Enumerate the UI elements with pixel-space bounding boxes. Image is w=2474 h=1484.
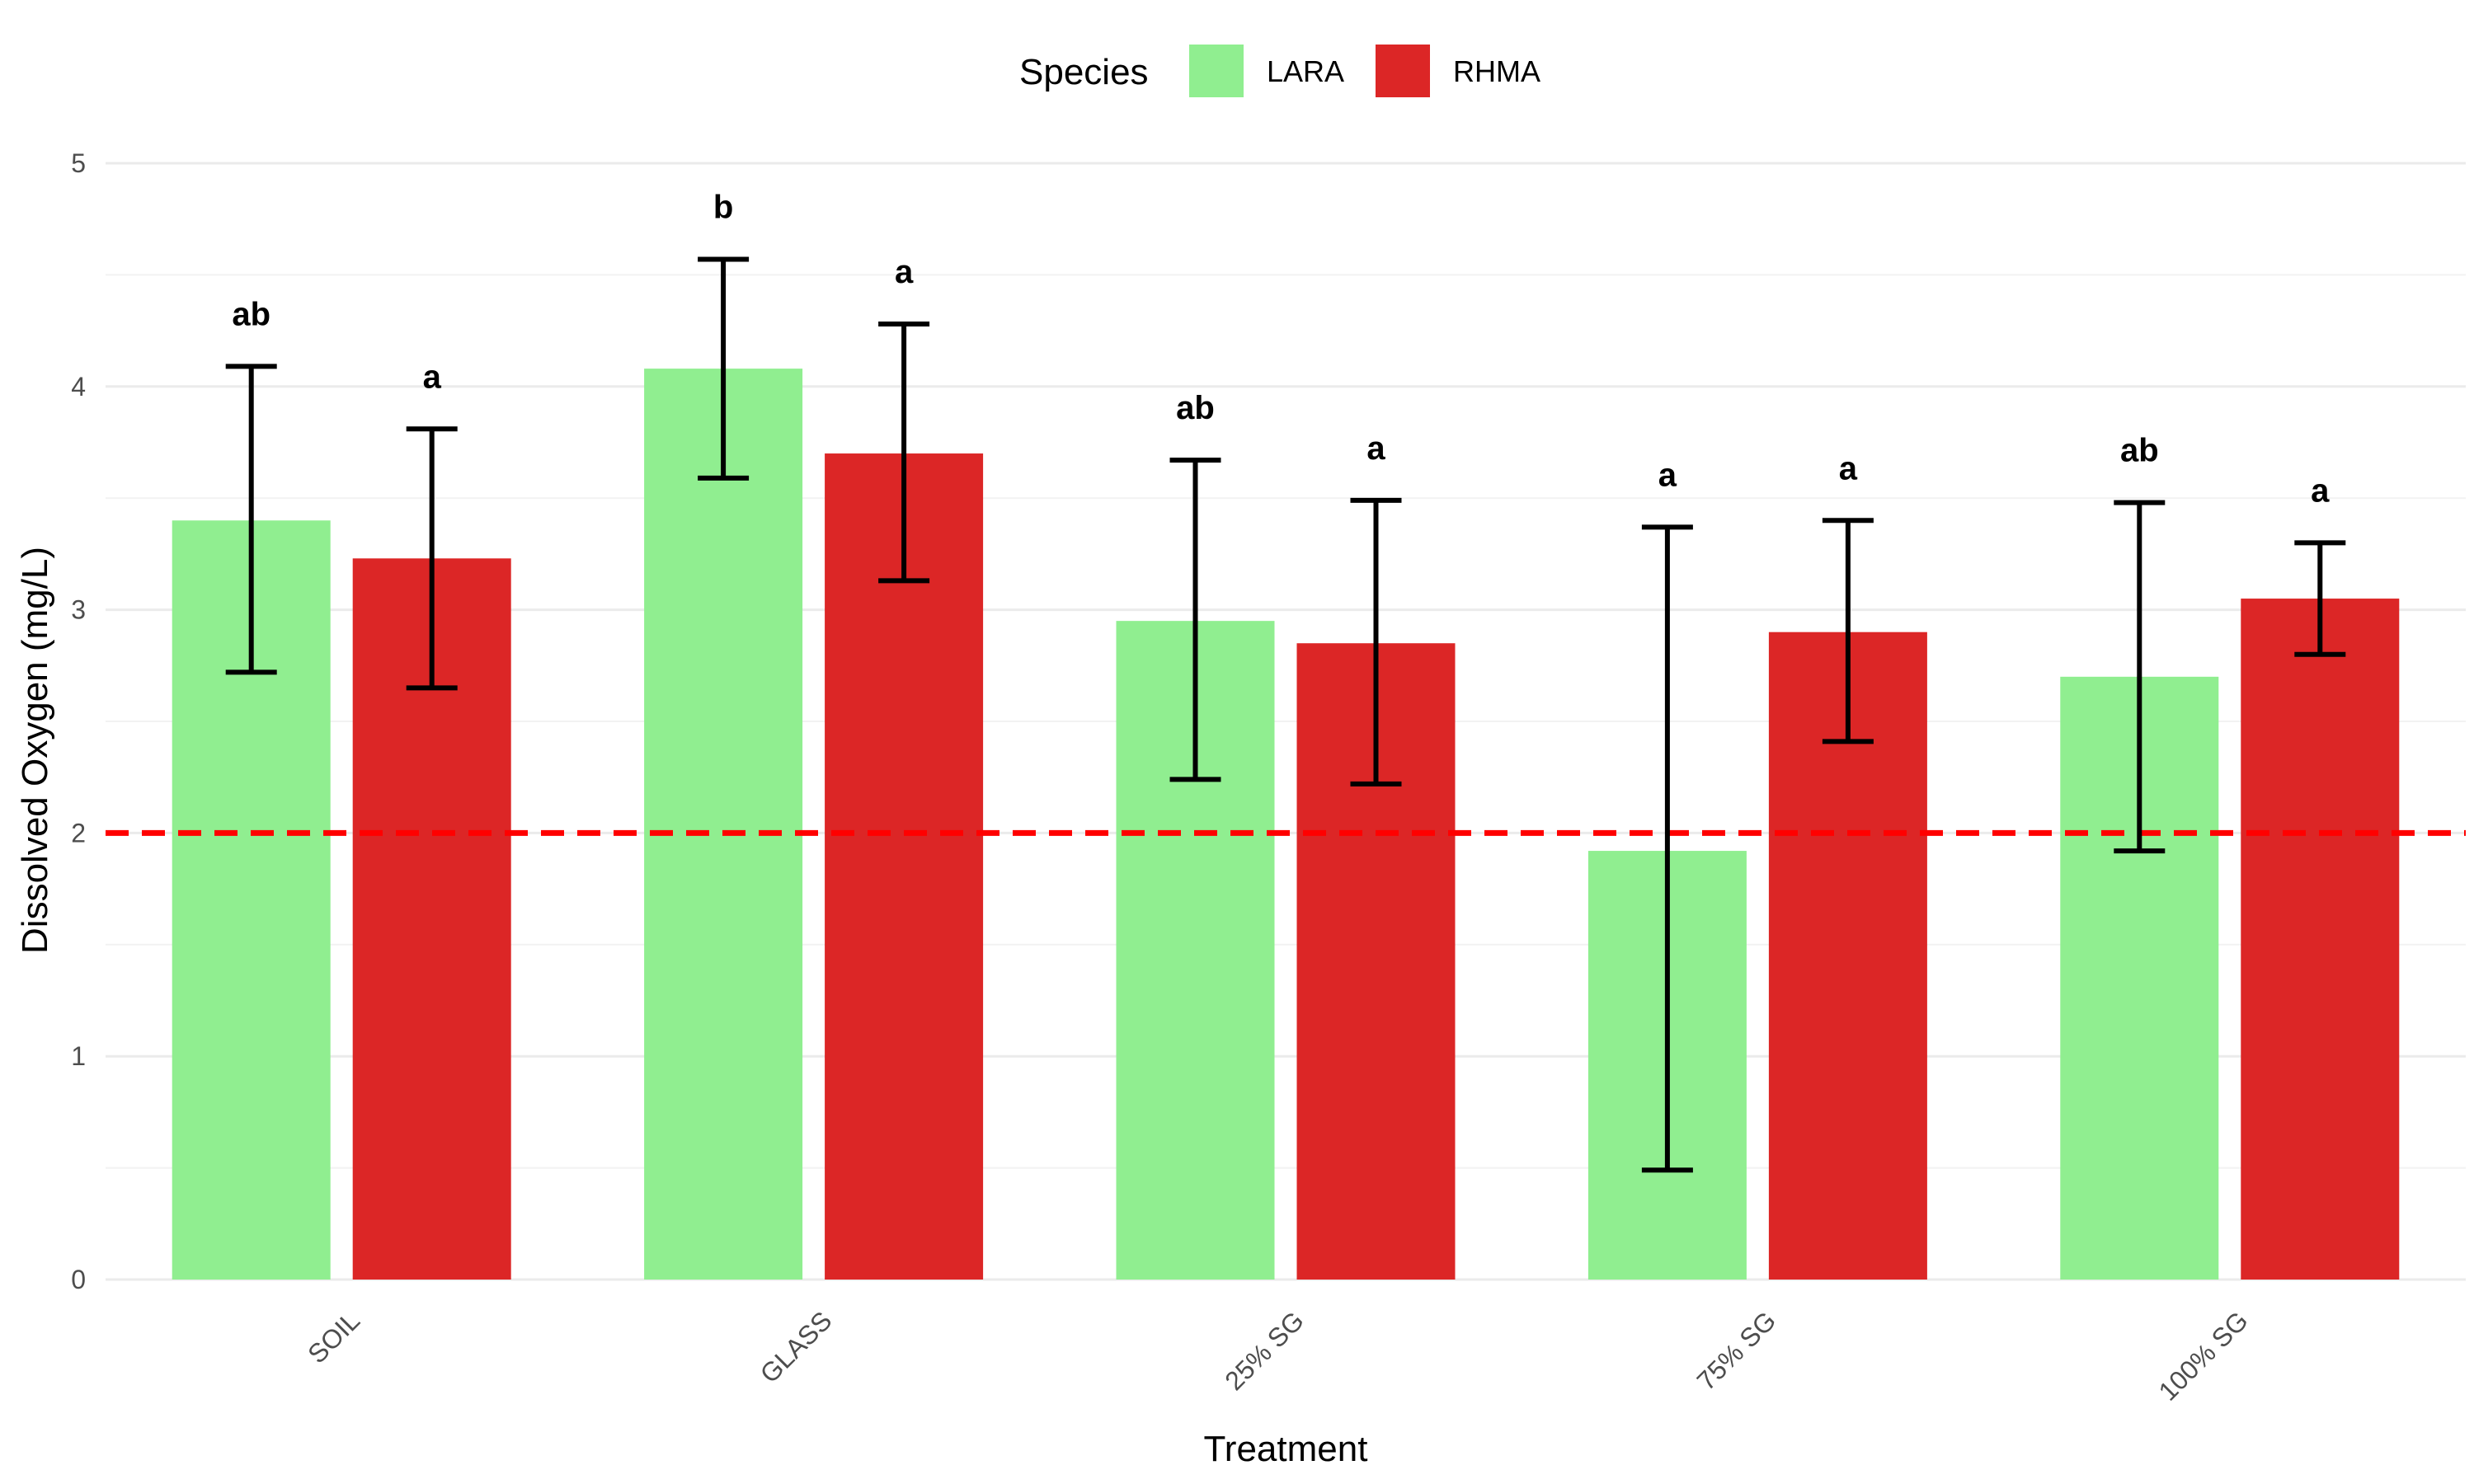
bar-rhma <box>2241 599 2400 1280</box>
legend-label-lara: LARA <box>1267 54 1344 88</box>
significance-label: a <box>2311 472 2330 509</box>
y-tick-label: 0 <box>71 1265 86 1294</box>
significance-label: b <box>713 189 733 225</box>
y-tick-label: 3 <box>71 595 86 625</box>
y-tick-label: 4 <box>71 372 86 402</box>
error-bar-lara <box>1641 524 1693 1173</box>
error-bar-rhma <box>406 426 458 691</box>
significance-labels: ab b ab a ab a a a a a <box>232 189 2330 509</box>
legend-title: Species <box>1019 52 1149 92</box>
error-bar-rhma <box>1822 518 1874 744</box>
y-tick-label: 1 <box>71 1041 86 1071</box>
error-bar-lara <box>2114 500 2166 854</box>
y-tick-label: 2 <box>71 818 86 848</box>
legend: Species LARA RHMA <box>1019 45 1540 97</box>
bar-rhma <box>825 453 984 1280</box>
bar-lara <box>644 369 803 1280</box>
significance-label: ab <box>2120 433 2159 469</box>
significance-label: a <box>1839 450 1858 486</box>
error-bar-lara <box>225 364 277 675</box>
error-bar-rhma <box>878 321 930 584</box>
y-axis-ticks: 0 1 2 3 4 5 <box>71 148 86 1294</box>
x-axis-title: Treatment <box>1204 1429 1368 1469</box>
error-bar-rhma <box>2294 540 2346 657</box>
y-tick-label: 5 <box>71 148 86 178</box>
y-axis-title: Dissolved Oxygen (mg/L) <box>15 547 55 954</box>
error-bars <box>225 256 2346 1173</box>
x-tick-label: GLASS <box>755 1305 838 1388</box>
legend-label-rhma: RHMA <box>1453 54 1540 88</box>
significance-label: ab <box>1176 390 1215 426</box>
significance-label: a <box>895 254 914 290</box>
error-bar-rhma <box>1350 497 1402 787</box>
error-bar-lara <box>1169 458 1221 782</box>
x-tick-label: 25% SG <box>1219 1305 1310 1396</box>
significance-label: a <box>1658 457 1677 493</box>
x-axis-ticks: SOIL GLASS 25% SG 75% SG 100% SG <box>302 1305 2254 1406</box>
legend-swatch-rhma <box>1376 45 1430 97</box>
x-tick-label: 75% SG <box>1691 1305 1782 1396</box>
x-tick-label: SOIL <box>302 1305 365 1369</box>
bars <box>172 369 2400 1280</box>
significance-label: ab <box>232 296 270 332</box>
x-tick-label: 100% SG <box>2152 1305 2253 1406</box>
legend-swatch-lara <box>1189 45 1244 97</box>
significance-label: a <box>1366 430 1385 467</box>
significance-label: a <box>423 359 442 395</box>
error-bar-lara <box>698 256 750 481</box>
